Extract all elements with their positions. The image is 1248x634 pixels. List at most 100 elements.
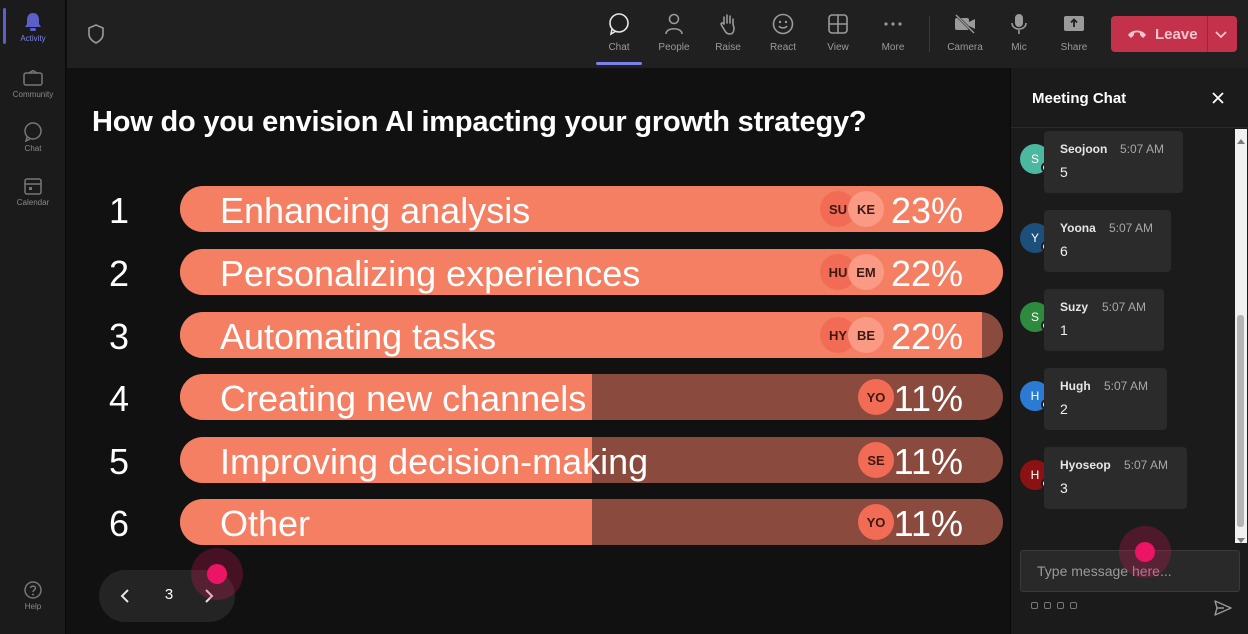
shield-icon[interactable] <box>87 24 105 44</box>
option-percent: 11% <box>893 378 963 419</box>
calendar-icon <box>23 176 43 196</box>
option-bar: Automating tasks HY BE 22% <box>180 312 1003 358</box>
poll-option: 4 Creating new channels YO 11% <box>67 374 1009 422</box>
option-percent: 22% <box>890 316 963 357</box>
community-icon <box>23 68 43 88</box>
send-icon[interactable] <box>1214 600 1232 616</box>
toolbar-button-label: View <box>827 42 849 53</box>
message-time: 5:07 AM <box>1109 221 1154 235</box>
message-input-box <box>1020 550 1240 592</box>
message-text: 2 <box>1060 401 1068 417</box>
format-toolbar <box>1031 602 1077 614</box>
option-percent: 11% <box>893 503 963 544</box>
option-fill <box>180 499 592 545</box>
option-number: 2 <box>109 253 130 294</box>
option-number: 6 <box>109 503 130 544</box>
help-icon <box>23 580 43 600</box>
toolbar-chat-button[interactable]: Chat <box>592 12 646 60</box>
voter-avatar: KE <box>848 191 884 227</box>
grid-icon <box>826 12 850 36</box>
pointer-highlight <box>191 548 243 600</box>
close-icon[interactable] <box>1210 90 1226 106</box>
option-percent: 22% <box>890 253 963 294</box>
toolbar-raise-button[interactable]: Raise <box>701 12 755 60</box>
sender-name: Suzy <box>1060 300 1089 314</box>
poll-option: 2 Personalizing experiences HU EM 22% <box>67 249 1009 297</box>
page-number: 3 <box>164 586 174 603</box>
option-label: Creating new channels <box>220 378 587 419</box>
rail-item-chat[interactable]: Chat <box>0 118 66 168</box>
avatar-initial: H <box>1030 468 1040 482</box>
message-time: 5:07 AM <box>1120 142 1165 156</box>
meeting-toolbar: Chat People Raise React View More C <box>67 0 1248 68</box>
phone-hangup-icon <box>1127 27 1147 41</box>
poll-stage: How do you envision AI impacting your gr… <box>67 68 1009 634</box>
option-label: Personalizing experiences <box>220 253 641 294</box>
emoji-icon[interactable] <box>1057 602 1064 609</box>
chat-message: Seojoon 5:07 AM 5 <box>1044 131 1183 193</box>
scroll-down-icon[interactable] <box>1237 531 1245 543</box>
toolbar-button-label: Camera <box>947 42 983 53</box>
toolbar-button-label: Raise <box>715 42 741 53</box>
option-percent: 11% <box>893 441 963 482</box>
message-text: 3 <box>1060 480 1068 496</box>
scroll-thumb[interactable] <box>1237 315 1244 527</box>
voter-avatar: YO <box>858 504 894 540</box>
rail-item-calendar[interactable]: Calendar <box>0 172 66 222</box>
active-tab-indicator <box>596 62 642 65</box>
poll-option: 3 Automating tasks HY BE 22% <box>67 312 1009 360</box>
option-label: Improving decision-making <box>220 441 649 482</box>
avatar-initial: Y <box>1030 231 1039 245</box>
left-rail: Activity Community Chat Calendar Help <box>0 0 66 634</box>
chevron-down-icon[interactable] <box>1213 27 1229 41</box>
toolbar-react-button[interactable]: React <box>756 12 810 60</box>
share-icon <box>1062 12 1086 36</box>
option-bar: Other YO 11% <box>180 499 1003 545</box>
chevron-right-icon[interactable] <box>199 586 219 606</box>
chat-title: Meeting Chat <box>1032 90 1127 107</box>
scroll-up-icon[interactable] <box>1237 133 1245 144</box>
sender-name: Hugh <box>1060 379 1091 393</box>
toolbar-more-button[interactable]: More <box>866 12 920 60</box>
chat-header: Meeting Chat <box>1011 68 1248 128</box>
poll-option: 5 Improving decision-making SE 11% <box>67 437 1009 485</box>
rail-item-activity[interactable]: Activity <box>0 8 66 58</box>
rail-item-community[interactable]: Community <box>0 64 66 114</box>
poll-question: How do you envision AI impacting your gr… <box>92 106 867 138</box>
avatar-initial: S <box>1030 310 1039 324</box>
attach-icon[interactable] <box>1044 602 1051 609</box>
rail-active-indicator <box>3 8 6 44</box>
poll-option: 6 Other YO 11% <box>67 499 1009 547</box>
rail-item-label: Community <box>12 90 54 99</box>
voter-avatar: EM <box>848 254 884 290</box>
option-bar: Enhancing analysis SU KE 23% <box>180 186 1003 232</box>
message-text: 5 <box>1060 164 1068 180</box>
smiley-icon <box>771 12 795 36</box>
toolbar-button-label: Share <box>1060 42 1088 53</box>
gif-icon[interactable] <box>1070 602 1077 609</box>
toolbar-button-label: Chat <box>608 42 630 53</box>
avatar-initial: S <box>1030 152 1039 166</box>
chat-message: Hyoseop 5:07 AM 3 <box>1044 447 1187 509</box>
option-label: Other <box>220 503 311 544</box>
pointer-highlight <box>1119 526 1171 578</box>
toolbar-mic-button[interactable]: Mic <box>992 12 1046 60</box>
chat-message: Yoona 5:07 AM 6 <box>1044 210 1171 272</box>
toolbar-share-button[interactable]: Share <box>1047 12 1101 60</box>
option-number: 3 <box>109 316 130 357</box>
format-icon[interactable] <box>1031 602 1038 609</box>
leave-label: Leave <box>1155 25 1198 43</box>
message-input[interactable] <box>1021 551 1239 591</box>
chat-scrollbar[interactable] <box>1235 129 1247 543</box>
chevron-left-icon[interactable] <box>115 586 135 606</box>
toolbar-camera-button[interactable]: Camera <box>938 12 992 60</box>
rail-item-help[interactable]: Help <box>0 576 66 626</box>
toolbar-divider <box>929 16 930 52</box>
chat-messages: S Seojoon 5:07 AM 5 Y Yoona 5:07 AM 6 S … <box>1011 129 1235 543</box>
toolbar-view-button[interactable]: View <box>811 12 865 60</box>
option-bar: Personalizing experiences HU EM 22% <box>180 249 1003 295</box>
sender-name: Seojoon <box>1060 142 1108 156</box>
leave-button[interactable]: Leave <box>1111 16 1237 52</box>
poll-option: 1 Enhancing analysis SU KE 23% <box>67 186 1009 234</box>
toolbar-people-button[interactable]: People <box>647 12 701 60</box>
